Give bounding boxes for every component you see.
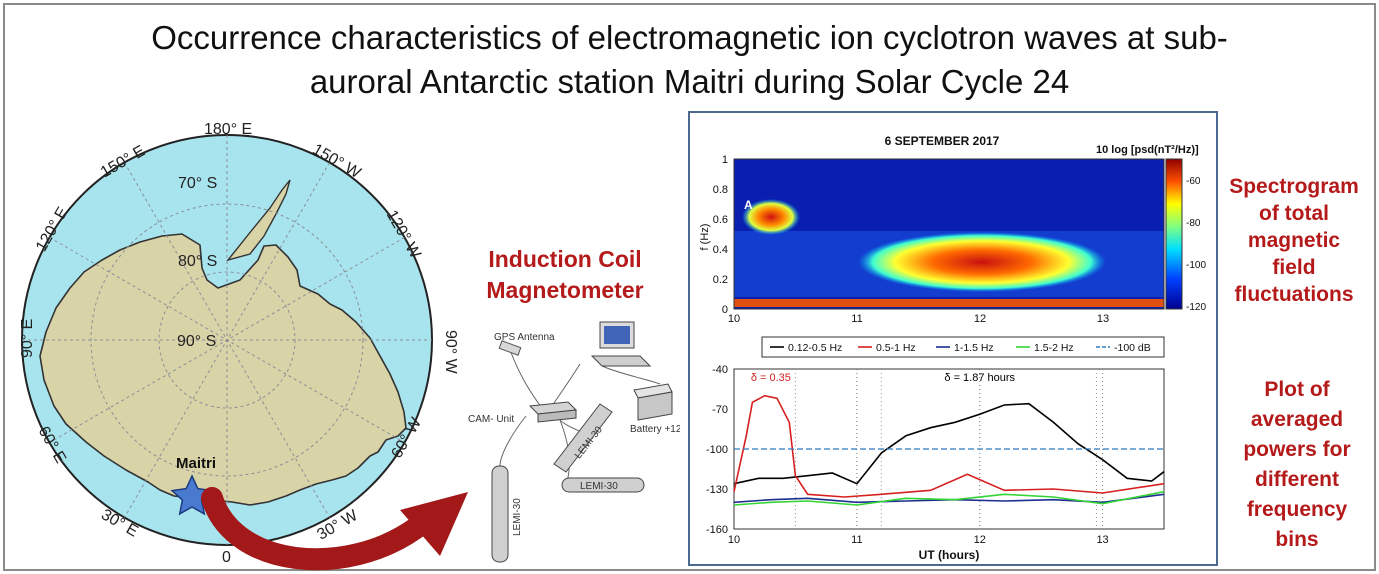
power-plot-caption: Plot of averaged powers for different fr… [1222, 375, 1372, 555]
power-caption-line: Plot of [1264, 378, 1330, 401]
spectrogram: 6 SEPTEMBER 2017 10 log [psd(nT²/Hz)] A … [699, 134, 1206, 323]
spectrogram-xtick: 12 [974, 313, 986, 323]
spectrogram-axes [733, 158, 1165, 310]
power-annotation-2: δ = 1.87 hours [944, 372, 1015, 384]
lemi-sensor-horizontal-icon [561, 477, 645, 493]
legend-label: 0.12-0.5 Hz [788, 342, 842, 354]
lemi-sensor-vertical-icon [491, 465, 509, 563]
graticule [22, 135, 432, 545]
legend-label: 1-1.5 Hz [954, 342, 994, 354]
power-xtick: 11 [851, 534, 862, 546]
lon-label-0: 0 [222, 549, 231, 566]
legend-label: 0.5-1 Hz [876, 342, 916, 354]
event-a-label: A [744, 198, 753, 212]
series-line-4 [733, 490, 1165, 506]
colorbar-tick: -60 [1186, 176, 1201, 187]
instrument-title-line-2: Magnetometer [486, 277, 644, 303]
lon-label-180e: 180° E [204, 121, 252, 138]
colorbar-tick: -120 [1186, 302, 1206, 313]
colorbar-tick: -100 [1186, 260, 1206, 271]
power-caption-line: different [1255, 468, 1339, 491]
curved-arrow-icon [201, 487, 468, 571]
figure-title-line-2: auroral Antarctic station Maitri during … [309, 63, 1070, 100]
spectrogram-xtick: 13 [1097, 313, 1109, 323]
series-line-2 [733, 394, 1165, 498]
power-caption-line: averaged [1250, 408, 1344, 431]
spectrogram-caption-line: fluctuations [1234, 283, 1354, 306]
instrument-title-line-1: Induction Coil [488, 246, 642, 272]
colorbar-label: 10 log [psd(nT²/Hz)] [1096, 144, 1199, 156]
power-xtick: 13 [1096, 534, 1108, 546]
spectrogram-title: 6 SEPTEMBER 2017 [885, 134, 1000, 148]
power-plot: 0.12-0.5 Hz 0.5-1 Hz 1-1.5 Hz 1.5-2 Hz -100 … [706, 336, 1165, 562]
spectrogram-caption: Spectrogram of total magnetic field fluc… [1214, 173, 1374, 308]
gps-antenna-icon [498, 340, 522, 356]
station-label: Maitri [176, 455, 216, 472]
power-ytick: -160 [706, 524, 728, 536]
spectrogram-caption-line: field [1272, 256, 1316, 279]
laptop-icon [590, 321, 652, 367]
power-annotation-1: δ = 0.35 [751, 372, 791, 384]
series-line-1 [733, 402, 1165, 485]
lat-label-70s: 70° S [178, 175, 217, 192]
lat-label-90s: 90° S [177, 333, 216, 350]
power-caption-line: powers for [1243, 438, 1351, 461]
colorbar [1165, 158, 1183, 310]
spectrogram-xtick: 11 [851, 313, 862, 323]
battery-icon [633, 383, 673, 421]
lon-label-90w: 90° W [442, 330, 459, 375]
power-xlabel: UT (hours) [919, 548, 980, 562]
spectrogram-ytick: 0.8 [713, 184, 728, 196]
antarctica-map: 180° E 150° W 120° W 90° W 60° W 30° W 0… [19, 121, 459, 566]
spectrogram-ytick: 1 [722, 154, 728, 166]
lemi-sensor-diagonal-icon [553, 403, 613, 473]
lemi-label-vertical: LEMI-30 [512, 498, 523, 536]
power-caption-line: frequency [1246, 498, 1348, 521]
colorbar-tick: -80 [1186, 218, 1201, 229]
spectrogram-xtick: 10 [728, 313, 740, 323]
cam-label: CAM- Unit [468, 414, 514, 425]
magnetometer-setup-diagram: GPS Antenna CAM- Unit Battery +12V LEMI-… [468, 321, 680, 563]
spectrogram-ytick: 0.2 [713, 274, 728, 286]
lon-label-90e: 90° E [19, 319, 36, 358]
spectrogram-ytick: 0.4 [713, 244, 728, 256]
figure-title-line-1: Occurrence characteristics of electromag… [151, 19, 1228, 56]
cam-unit-icon [528, 401, 578, 423]
legend-box [761, 336, 1165, 358]
spectrogram-ylabel: f (Hz) [699, 224, 711, 251]
instrument-title: Induction Coil Magnetometer [452, 244, 678, 306]
power-ytick: -70 [712, 404, 728, 416]
lemi-label-horizontal: LEMI-30 [580, 481, 618, 492]
battery-label: Battery +12V [630, 424, 680, 435]
plot-panel: 6 SEPTEMBER 2017 10 log [psd(nT²/Hz)] A … [688, 111, 1218, 566]
power-ytick: -100 [706, 444, 728, 456]
peninsula [226, 179, 291, 262]
lat-label-80s: 80° S [178, 253, 217, 270]
spectrogram-caption-line: magnetic [1247, 229, 1341, 252]
legend-label: 1.5-2 Hz [1034, 342, 1074, 354]
spectrogram-event-a [742, 199, 800, 235]
spectrogram-main-event [858, 232, 1106, 292]
spectrogram-ytick: 0.6 [713, 214, 728, 226]
gps-label: GPS Antenna [494, 332, 555, 343]
power-ytick: -130 [706, 484, 728, 496]
power-xtick: 10 [728, 534, 740, 546]
legend-label: -100 dB [1114, 342, 1151, 354]
power-ytick: -40 [712, 364, 728, 376]
power-caption-line: bins [1275, 528, 1319, 551]
spectrogram-low-band [734, 299, 1164, 307]
spectrogram-caption-line: Spectrogram [1229, 175, 1359, 198]
spectrogram-caption-line: of total [1259, 202, 1329, 225]
power-xtick: 12 [974, 534, 986, 546]
spectrogram-ytick: 0 [722, 304, 728, 316]
